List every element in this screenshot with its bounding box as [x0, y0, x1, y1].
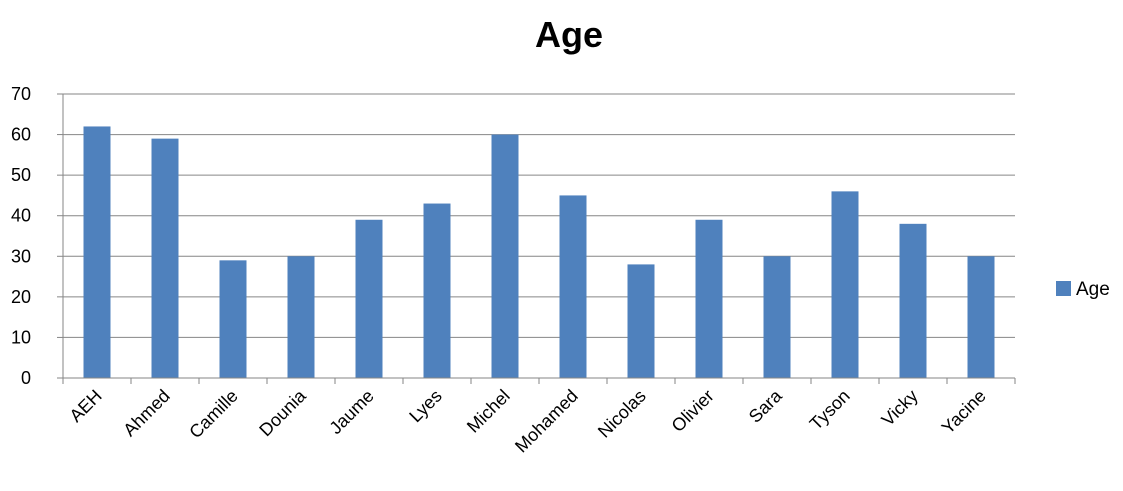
gridlines [63, 93, 1015, 338]
bar [559, 195, 587, 378]
y-tick-label: 20 [11, 287, 31, 307]
y-axis: 0 10 20 30 40 50 60 70 [11, 84, 64, 388]
bar [967, 256, 995, 378]
x-tick-label: AEH [66, 386, 106, 426]
bar [763, 256, 791, 378]
bar [423, 203, 451, 378]
legend-swatch [1056, 281, 1071, 296]
y-tick-label: 60 [11, 125, 31, 145]
x-axis: AEH Ahmed Camille Dounia Jaume Lyes MichelMoha… [62, 377, 1016, 457]
y-tick-label: 40 [11, 206, 31, 226]
bar [627, 264, 655, 378]
x-tick-label: Mohamed [511, 386, 582, 457]
bar [899, 223, 927, 378]
bar [287, 256, 315, 378]
x-tick-label: Sara [745, 385, 787, 427]
bar [491, 134, 519, 378]
x-tick-label: Lyes [405, 386, 446, 427]
bar [831, 191, 859, 378]
x-tick-label: Ahmed [119, 386, 173, 440]
legend: Age [1056, 279, 1110, 300]
x-tick-label: Nicolas [594, 386, 650, 442]
bar [83, 126, 111, 378]
y-tick-label: 70 [11, 84, 31, 104]
x-tick-label: Yacine [938, 386, 990, 438]
x-tick-label: Michel [463, 386, 514, 437]
x-tick-label: Jaume [325, 386, 377, 438]
x-tick-label: Olivier [668, 386, 718, 436]
y-tick-label: 30 [11, 246, 31, 266]
y-tick-label: 50 [11, 165, 31, 185]
bar [151, 138, 179, 378]
chart-title: Age [535, 14, 603, 55]
x-tick-label: Dounia [255, 385, 310, 440]
bar [695, 219, 723, 378]
x-tick-label: Camille [185, 386, 242, 443]
y-tick-label: 10 [11, 327, 31, 347]
y-tick-label: 0 [21, 368, 31, 388]
bar [219, 260, 247, 378]
bars [83, 126, 995, 378]
x-tick-label: Tyson [806, 386, 854, 434]
x-tick-label: Vicky [878, 386, 922, 430]
bar [355, 219, 383, 378]
legend-label: Age [1076, 279, 1110, 300]
